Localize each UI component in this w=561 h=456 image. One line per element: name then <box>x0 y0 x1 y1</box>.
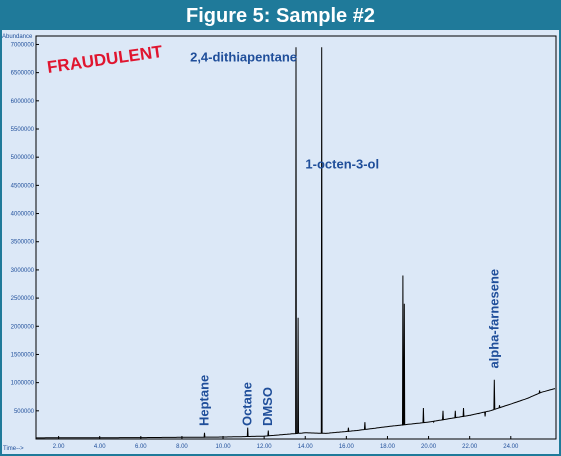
x-tick-label: 18.00 <box>380 444 396 450</box>
x-tick-label: 22.00 <box>462 444 478 450</box>
x-axis-label: Time--> <box>3 446 24 452</box>
y-tick-label: 7000000 <box>11 42 35 48</box>
peak-label: DMSO <box>260 387 275 426</box>
y-tick-label: 1500000 <box>11 352 35 358</box>
x-tick-label: 2.00 <box>53 444 65 450</box>
x-tick-label: 20.00 <box>421 444 437 450</box>
y-tick-label: 500000 <box>14 409 35 415</box>
y-tick-label: 4000000 <box>11 212 35 218</box>
y-tick-label: 3000000 <box>11 268 35 274</box>
y-tick-label: 3500000 <box>11 240 35 246</box>
x-tick-label: 16.00 <box>339 444 355 450</box>
y-tick-label: 2000000 <box>11 324 35 330</box>
x-tick-label: 4.00 <box>94 444 106 450</box>
y-tick-label: 5500000 <box>11 127 35 133</box>
peak-annotations: 2,4-dithiapentane 1-octen-3-ol Heptane Octa… <box>190 49 501 426</box>
y-tick-label: 2500000 <box>11 296 35 302</box>
x-tick-label: 12.00 <box>257 444 273 450</box>
peak-label: Heptane <box>197 375 212 426</box>
figure-title: Figure 5: Sample #2 <box>2 2 559 30</box>
peak-label: Octane <box>240 382 255 426</box>
y-tick-label: 6000000 <box>11 99 35 105</box>
x-tick-label: 8.00 <box>176 444 188 450</box>
x-tick-label: 10.00 <box>216 444 232 450</box>
y-tick-label: 6500000 <box>11 71 35 77</box>
y-tick-label: 5000000 <box>11 155 35 161</box>
x-tick-label: 24.00 <box>503 444 519 450</box>
y-tick-label: 1000000 <box>11 381 35 387</box>
peak-label: 2,4-dithiapentane <box>190 49 297 64</box>
y-tick-label: 4500000 <box>11 183 35 189</box>
peak-label: 1-octen-3-ol <box>305 156 379 171</box>
y-ticks: 7000000 6500000 6000000 5500000 5000000 45000… <box>11 42 39 415</box>
chromatogram-trace <box>36 47 556 439</box>
x-ticks: 2.00 4.00 6.00 8.00 10.00 12.00 14.00 16.00 18.0… <box>53 436 519 450</box>
y-axis-label: Abundance <box>2 34 33 40</box>
peak-label: alpha-farnesene <box>486 269 501 369</box>
x-tick-label: 6.00 <box>135 444 147 450</box>
x-tick-label: 14.00 <box>298 444 314 450</box>
